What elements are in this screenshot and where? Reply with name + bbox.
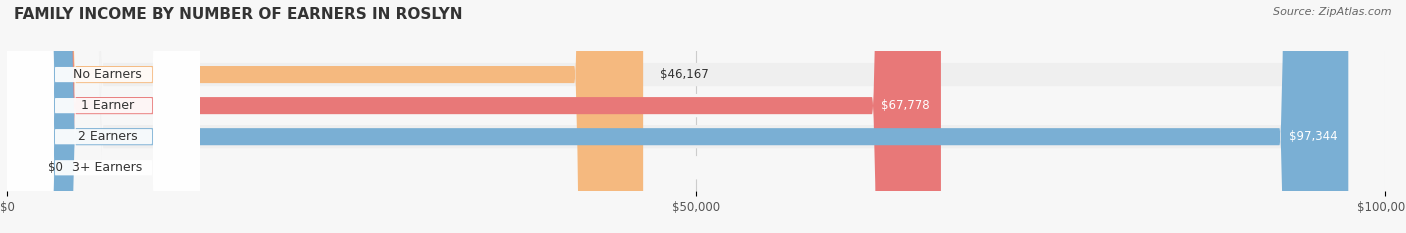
Text: 3+ Earners: 3+ Earners — [73, 161, 143, 174]
Text: $67,778: $67,778 — [882, 99, 929, 112]
FancyBboxPatch shape — [7, 0, 200, 233]
FancyBboxPatch shape — [7, 0, 941, 233]
Text: 1 Earner: 1 Earner — [82, 99, 134, 112]
FancyBboxPatch shape — [7, 0, 1385, 233]
FancyBboxPatch shape — [7, 0, 643, 233]
Text: 2 Earners: 2 Earners — [77, 130, 138, 143]
FancyBboxPatch shape — [7, 0, 1385, 233]
FancyBboxPatch shape — [7, 0, 32, 233]
FancyBboxPatch shape — [7, 0, 200, 233]
FancyBboxPatch shape — [7, 0, 1348, 233]
Text: $97,344: $97,344 — [1289, 130, 1337, 143]
Text: Source: ZipAtlas.com: Source: ZipAtlas.com — [1274, 7, 1392, 17]
FancyBboxPatch shape — [7, 0, 200, 233]
FancyBboxPatch shape — [7, 0, 1385, 233]
FancyBboxPatch shape — [7, 0, 200, 233]
Text: $0: $0 — [48, 161, 63, 174]
Text: $46,167: $46,167 — [659, 68, 709, 81]
Text: No Earners: No Earners — [73, 68, 142, 81]
Text: FAMILY INCOME BY NUMBER OF EARNERS IN ROSLYN: FAMILY INCOME BY NUMBER OF EARNERS IN RO… — [14, 7, 463, 22]
FancyBboxPatch shape — [7, 0, 1385, 233]
